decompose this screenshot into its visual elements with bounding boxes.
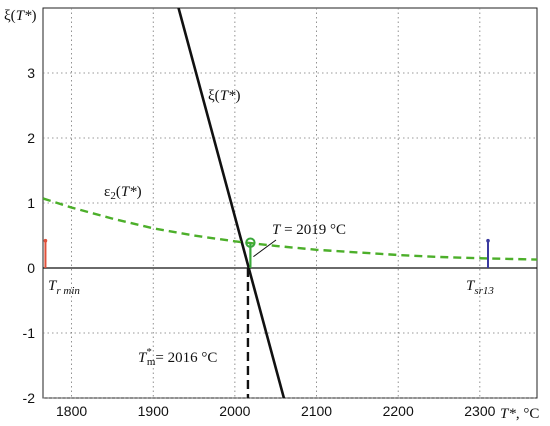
y-tick-label: 0	[27, 260, 35, 276]
y-tick-label: 3	[27, 65, 35, 81]
t-label-leader	[253, 239, 277, 258]
xi-curve-label: ξ(T*)	[208, 88, 241, 104]
plot-area	[43, 8, 537, 398]
x-tick-label: 1800	[56, 403, 87, 419]
x-tick-label: 2200	[383, 403, 414, 419]
x-tick-label: 2300	[464, 403, 495, 419]
t-intersection-label: T = 2019 °C	[272, 222, 346, 238]
tr-min-label: Tr min	[48, 278, 80, 297]
eps2-curve	[43, 197, 537, 261]
x-tick-label: 1900	[138, 403, 169, 419]
y-tick-label: 2	[27, 130, 35, 146]
x-tick-label: 2100	[301, 403, 332, 419]
y-tick-label: -1	[23, 325, 36, 341]
eps-curve-label: ε2(T*)	[104, 184, 142, 202]
x-tick-label: 2000	[219, 403, 250, 419]
tr-min-marker-tip	[43, 238, 48, 243]
y-axis-label: ξ(T*)	[4, 8, 37, 24]
tm-label: T* m= 2016 °C	[138, 346, 217, 368]
tsr13-marker-tip	[486, 238, 490, 243]
y-tick-label: -2	[23, 390, 36, 406]
xi-curve	[177, 8, 286, 398]
intersection-point	[245, 237, 256, 248]
x-axis-label: T*, °C	[500, 406, 539, 422]
y-tick-label: 1	[27, 195, 35, 211]
grid-lines	[42, 7, 538, 399]
tick-labels: 1800 1900 2000 2100 2200 2300 -2 -1 0 1 2 3	[23, 65, 496, 419]
tsr13-label: Tsr13	[466, 278, 494, 297]
